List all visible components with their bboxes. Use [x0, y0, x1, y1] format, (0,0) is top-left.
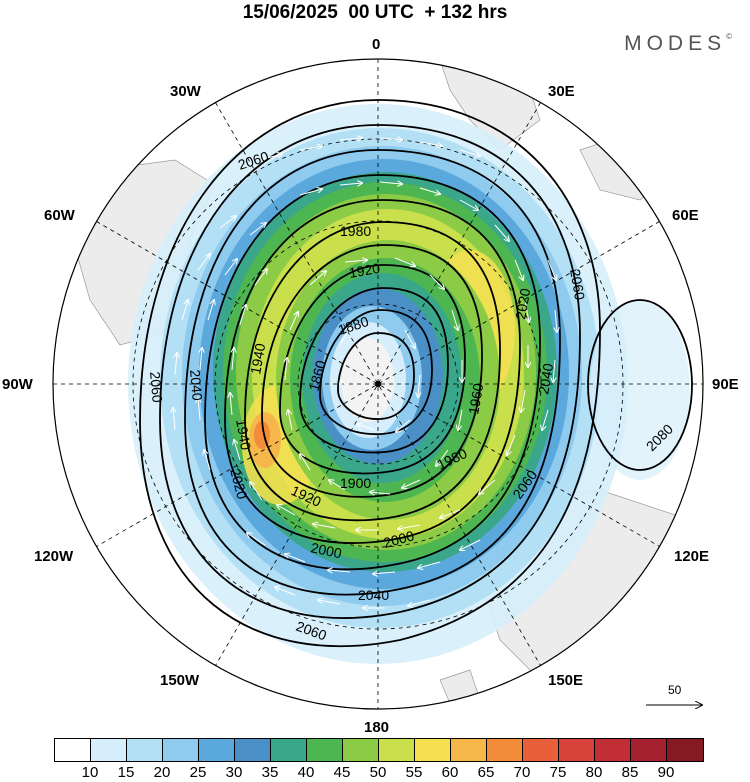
- contour-label-1980-top: 1980: [340, 223, 371, 239]
- lon-label-30w: 30W: [170, 83, 202, 100]
- wind-vectors: [173, 138, 557, 608]
- colorbar-tick-label: 15: [117, 764, 135, 781]
- southern-africa-madagascar: [579, 129, 681, 201]
- lon-label-180: 180: [364, 719, 389, 735]
- wind-reference-value: 50: [668, 683, 682, 697]
- colorbar-tick-label: 30: [225, 764, 243, 781]
- contour-label-2040-bottom: 2040: [358, 587, 389, 603]
- contour-label-2060-right: 2060: [567, 268, 588, 302]
- colorbar-swatch: [451, 739, 487, 761]
- colorbar-swatch: [127, 739, 163, 761]
- lon-label-120w: 120W: [34, 548, 74, 565]
- contour-label-2040-left: 2040: [187, 369, 206, 402]
- colorbar-tick-label: 20: [153, 764, 171, 781]
- colorbar-swatch: [163, 739, 199, 761]
- colorbar-swatch: [307, 739, 343, 761]
- contour-label-1860: 1860: [305, 358, 329, 392]
- colorbar-swatch: [343, 739, 379, 761]
- colorbar-tick-label: 25: [189, 764, 207, 781]
- contour-label-2000-left: 2000: [309, 539, 343, 561]
- brand-logo: MODES©: [624, 32, 732, 55]
- colorbar-tick-label: 90: [657, 764, 675, 781]
- colorbar-tick-label: 50: [369, 764, 387, 781]
- wind-reference-arrow: 50: [644, 683, 704, 711]
- colorbar-tick-label: 80: [585, 764, 603, 781]
- colorbar-tick-label: 85: [621, 764, 639, 781]
- polar-stereographic-map: 2060 1980 1920 1880 1860 1940 1940 2040 …: [2, 36, 739, 735]
- lon-label-150w: 150W: [160, 672, 200, 689]
- contour-label-2000-right: 2000: [382, 527, 416, 551]
- lon-label-0: 0: [372, 36, 380, 53]
- map-boundary: [52, 58, 704, 710]
- colorbar-tick-label: 55: [405, 764, 423, 781]
- wind-speed-colorbar: [54, 738, 704, 762]
- contour-label-1920-top: 1920: [348, 260, 382, 281]
- colorbar-swatch: [55, 739, 91, 761]
- colorbar-swatch: [523, 739, 559, 761]
- colorbar-swatch: [235, 739, 271, 761]
- colorbar-swatch: [199, 739, 235, 761]
- lon-label-90w: 90W: [2, 376, 34, 393]
- lon-label-90e: 90E: [712, 376, 739, 393]
- lon-label-150e: 150E: [548, 672, 583, 689]
- map-title: 15/06/2025 00 UTC + 132 hrs: [242, 2, 508, 23]
- new-zealand: [439, 669, 481, 709]
- contour-label-2060-left: 2060: [147, 371, 166, 404]
- colorbar-swatch: [379, 739, 415, 761]
- colorbar-tick-label: 65: [477, 764, 495, 781]
- lon-label-60w: 60W: [44, 207, 76, 224]
- colorbar-tick-label: 45: [333, 764, 351, 781]
- lon-label-60e: 60E: [672, 207, 699, 224]
- contour-label-1900: 1900: [340, 475, 371, 491]
- graticule: [53, 59, 703, 709]
- colorbar-swatch: [271, 739, 307, 761]
- colorbar-tick-label: 60: [441, 764, 459, 781]
- colorbar-tick-label: 70: [513, 764, 531, 781]
- colorbar-swatch: [91, 739, 127, 761]
- south-pole-marker: [375, 381, 381, 387]
- colorbar-swatch: [415, 739, 451, 761]
- contour-label-2020-right: 2020: [512, 287, 533, 321]
- colorbar-swatch: [631, 739, 667, 761]
- colorbar-tick-label: 35: [261, 764, 279, 781]
- colorbar-tick-label: 10: [81, 764, 99, 781]
- longitude-labels: 0 30E 60E 90E 120E 150E 180 150W 120W 90…: [2, 36, 739, 735]
- lon-label-30e: 30E: [548, 83, 575, 100]
- colorbar-swatch: [595, 739, 631, 761]
- colorbar-swatch: [487, 739, 523, 761]
- height-contours: [139, 99, 693, 648]
- contour-label-2020-left: 2020: [227, 467, 251, 501]
- contour-label-2040-right: 2040: [535, 362, 556, 396]
- contour-label-1940-left: 1940: [247, 342, 268, 376]
- contour-label-1940-lower: 1940: [233, 418, 254, 452]
- colorbar-swatch: [559, 739, 595, 761]
- colorbar-swatch: [667, 739, 703, 761]
- colorbar-tick-label: 75: [549, 764, 567, 781]
- contour-label-1960-right: 1960: [465, 382, 486, 416]
- lon-label-120e: 120E: [674, 548, 709, 565]
- colorbar-tick-label: 40: [297, 764, 315, 781]
